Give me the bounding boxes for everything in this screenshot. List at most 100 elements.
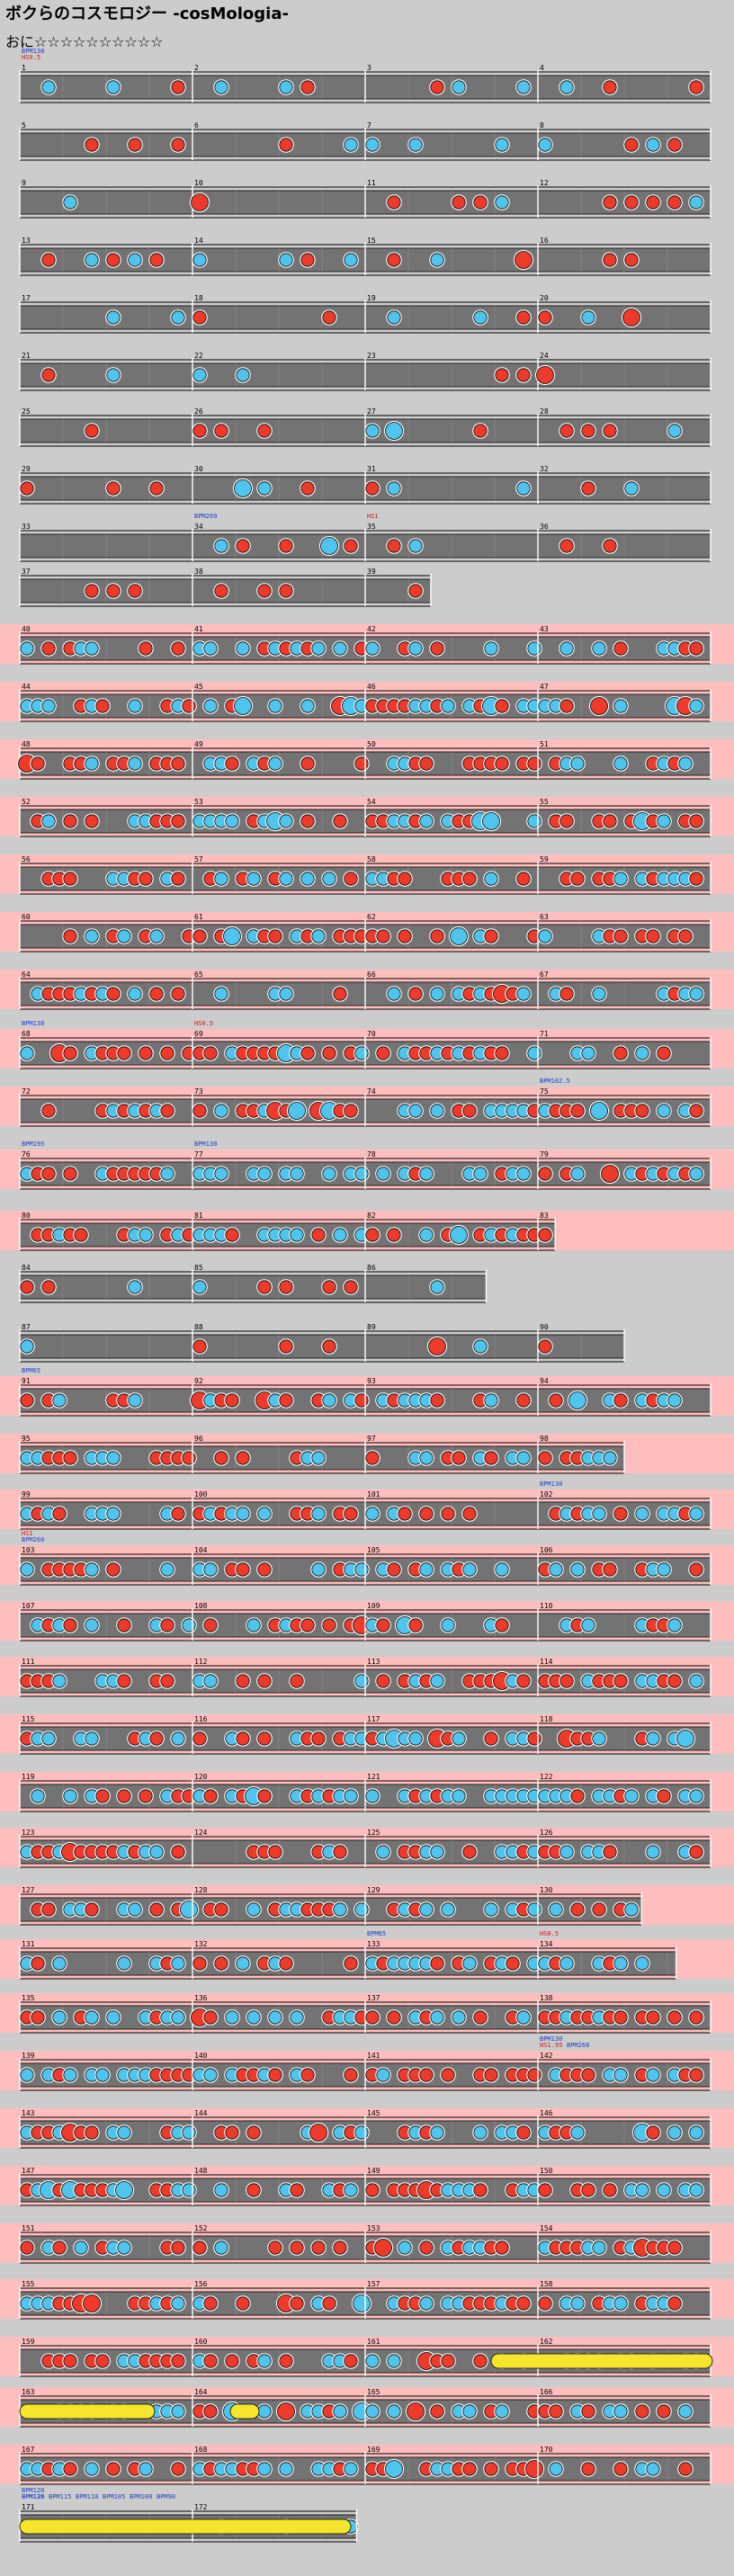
don-note — [624, 138, 639, 152]
measure-number: 85 — [194, 1264, 203, 1272]
measure-number: 114 — [540, 1658, 553, 1666]
ka-note — [203, 641, 218, 656]
ka-note — [290, 2010, 304, 2025]
don-note — [85, 424, 99, 438]
measure-number: 103 — [22, 1546, 35, 1554]
ka-note — [268, 699, 282, 713]
measure-number: 158 — [540, 2280, 553, 2288]
don-note — [106, 1562, 121, 1577]
ka-note — [333, 1228, 347, 1242]
ka-note — [234, 479, 252, 497]
ka-note — [376, 2068, 390, 2082]
don-note — [559, 814, 574, 828]
don-note — [430, 80, 444, 94]
ka-note — [354, 1674, 369, 1688]
don-note — [279, 539, 293, 553]
ka-note — [320, 537, 338, 555]
don-note — [311, 1731, 326, 1746]
don-note — [279, 2354, 293, 2368]
ka-note — [484, 872, 498, 886]
don-note — [516, 368, 531, 382]
ka-note — [482, 812, 500, 830]
don-note — [322, 2296, 336, 2311]
don-note — [149, 481, 164, 496]
ka-note — [419, 1902, 434, 1917]
ka-note — [234, 697, 252, 715]
ka-note — [268, 756, 282, 771]
ka-note — [635, 1956, 649, 1971]
ka-note — [85, 641, 99, 656]
scroll-speed-marker: HS0.5 — [540, 1930, 559, 1937]
don-note — [473, 2183, 488, 2197]
don-note — [603, 80, 617, 94]
measure-number: 112 — [194, 1658, 208, 1666]
don-note — [613, 1507, 628, 1521]
bpm-marker: BPM260 — [22, 1536, 44, 1543]
don-note — [41, 1104, 56, 1118]
measure-number: 105 — [367, 1546, 380, 1554]
measure-number: 50 — [367, 740, 376, 748]
ka-note — [495, 138, 509, 152]
don-note — [516, 310, 531, 325]
measure-number: 135 — [22, 1994, 35, 2002]
don-note — [603, 2183, 617, 2197]
don-note — [20, 1280, 34, 1294]
measure-number: 171 — [22, 2503, 35, 2511]
don-note — [549, 1393, 563, 1408]
don-note — [387, 253, 401, 267]
don-note — [538, 310, 552, 325]
ka-note — [376, 1167, 390, 1181]
don-note — [667, 138, 682, 152]
don-note — [171, 2354, 185, 2368]
don-note — [365, 1228, 380, 1242]
ka-note — [430, 1674, 444, 1688]
measure-number: 172 — [194, 2503, 208, 2511]
ka-note — [559, 1956, 574, 1971]
ka-note — [117, 2241, 131, 2255]
ka-note — [279, 987, 293, 1001]
don-note — [203, 2296, 218, 2311]
bpm-marker: BPM162.5 — [540, 1078, 570, 1085]
difficulty-label: おに — [5, 33, 35, 50]
don-note — [300, 253, 315, 267]
scroll-speed-marker: HS1 — [367, 513, 379, 520]
ka-note — [31, 1789, 45, 1803]
don-note — [20, 2241, 34, 2255]
ka-note — [182, 2125, 196, 2140]
ka-note — [678, 2404, 693, 2419]
ka-note — [365, 1789, 380, 1803]
don-note — [171, 814, 185, 828]
ka-note — [322, 1167, 336, 1181]
don-note — [214, 1956, 228, 1971]
ka-note — [236, 1956, 250, 1971]
measure-number: 152 — [194, 2224, 208, 2232]
don-note — [344, 872, 358, 886]
don-note — [570, 1789, 585, 1803]
ka-note — [246, 1902, 261, 1917]
don-note — [590, 697, 608, 715]
measure-number: 133 — [367, 1940, 380, 1948]
don-note — [559, 987, 574, 1001]
don-note — [473, 2010, 488, 2025]
don-note — [333, 2241, 347, 2255]
ka-note — [41, 80, 56, 94]
measure-number: 165 — [367, 2388, 380, 2396]
don-note — [192, 1731, 207, 1746]
measure-number: 127 — [22, 1886, 35, 1894]
ka-note — [192, 253, 207, 267]
measure-number: 150 — [540, 2167, 553, 2175]
don-note — [257, 1562, 272, 1577]
ka-note — [214, 539, 228, 553]
drumroll-bar — [19, 2403, 156, 2419]
measure-number: 131 — [22, 1940, 35, 1948]
don-note — [63, 1618, 77, 1632]
ka-note — [516, 1451, 531, 1465]
don-note — [516, 1674, 531, 1688]
don-note — [398, 1507, 412, 1521]
ka-note — [106, 368, 121, 382]
don-note — [117, 1046, 131, 1060]
ka-note — [214, 2241, 228, 2255]
ka-note — [160, 1167, 175, 1181]
ka-note — [171, 1956, 185, 1971]
ka-note — [344, 2462, 358, 2476]
